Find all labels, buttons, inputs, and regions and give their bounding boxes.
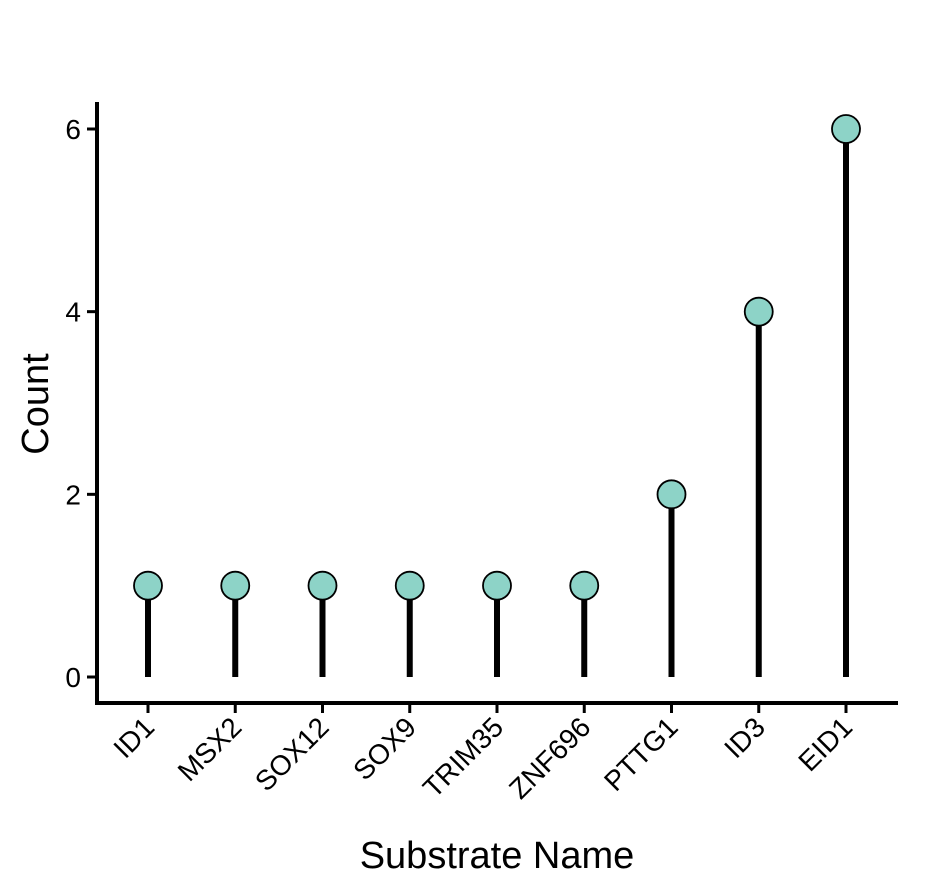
- lollipop-point: [220, 570, 251, 601]
- x-tick-label: SOX9: [347, 711, 422, 786]
- lollipop-point: [133, 570, 163, 601]
- lollipop-point: [743, 296, 774, 327]
- lollipop-points: [133, 114, 861, 601]
- lollipop-point: [569, 570, 600, 601]
- lollipop-point: [307, 570, 338, 601]
- x-tick-label: TRIM35: [417, 711, 509, 803]
- x-tick-label: EID1: [792, 711, 858, 777]
- lollipop-point: [656, 479, 687, 510]
- x-axis-title: Substrate Name: [360, 835, 635, 877]
- lollipop-point: [482, 570, 512, 601]
- y-tick-label: 6: [65, 114, 81, 145]
- lollipop-stems: [145, 129, 849, 677]
- x-tick-label: SOX12: [249, 711, 335, 797]
- x-tick-label: PTTG1: [598, 711, 684, 797]
- x-tick-label: ID1: [108, 711, 161, 764]
- x-tick-label: ID3: [718, 711, 771, 764]
- y-axis-title: Count: [15, 353, 57, 455]
- y-tick-label: 2: [65, 479, 81, 510]
- y-axis-ticks: 0 2 4 6: [65, 114, 97, 693]
- y-tick-label: 0: [65, 662, 81, 693]
- lollipop-point: [831, 114, 861, 144]
- x-tick-label: MSX2: [172, 711, 248, 787]
- lollipop-point: [394, 570, 425, 601]
- x-tick-label: ZNF696: [503, 711, 596, 804]
- y-tick-label: 4: [65, 297, 81, 328]
